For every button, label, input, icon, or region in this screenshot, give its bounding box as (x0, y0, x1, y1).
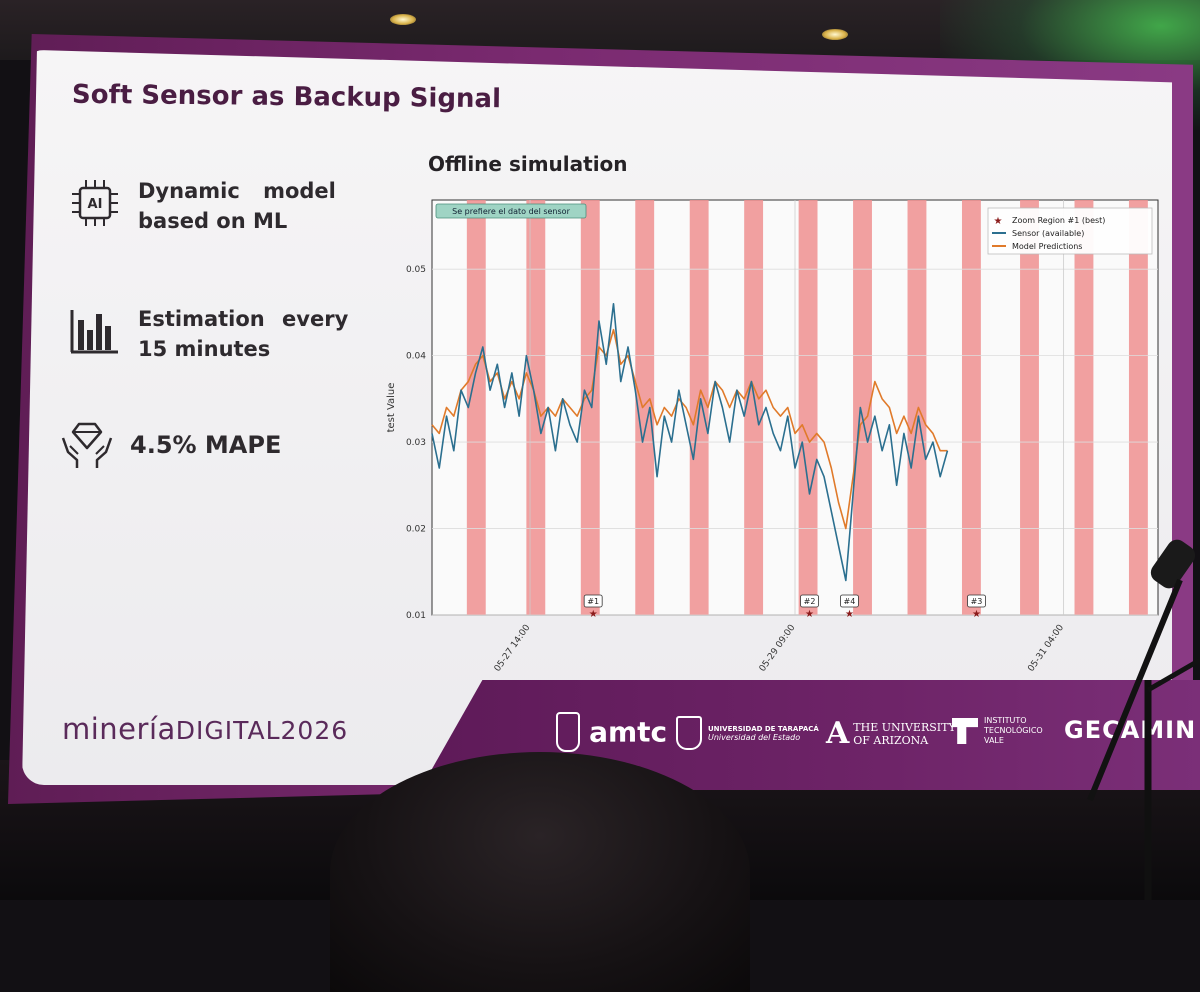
feature-line: 4.5% MAPE (130, 431, 282, 459)
feature-estimation: Estimation every 15 minutes (68, 304, 348, 364)
crest-icon (556, 712, 580, 752)
x-tick-label: 05-29 09:00 (758, 623, 798, 674)
diamond-hands-icon (61, 422, 113, 468)
highlight-band (1128, 200, 1148, 615)
ceiling-light (390, 14, 416, 25)
zoom-marker-label: #1 (587, 597, 599, 606)
star-icon: ★ (994, 216, 1003, 227)
feature-line: 15 minutes (138, 337, 271, 361)
legend-label: Model Predictions (1012, 242, 1082, 251)
slide-title: Soft Sensor as Backup Signal (71, 79, 502, 115)
zoom-marker-label: #3 (971, 597, 983, 606)
event-brand: mineríaDIGITAL2026 (62, 712, 348, 746)
highlight-band (466, 200, 486, 615)
shield-icon (676, 716, 702, 750)
star-icon: ★ (589, 609, 598, 620)
y-tick-label: 0.01 (406, 611, 426, 621)
legend-box (987, 207, 1153, 255)
star-icon: ★ (972, 609, 981, 620)
annotation-box (435, 203, 587, 219)
highlight-band (961, 200, 981, 615)
highlight-band (635, 200, 655, 615)
y-tick-label: 0.04 (406, 352, 426, 362)
feature-dynamic-model: AI Dynamic model based on ML (68, 176, 336, 236)
feature-text: Estimation every 15 minutes (138, 304, 348, 364)
logo-gecamin: GECAMIN (1064, 716, 1197, 744)
itv-line: INSTITUTO (984, 716, 1027, 725)
zoom-marker-box (583, 594, 603, 608)
tarapaca-line: Universidad del Estado (708, 732, 801, 742)
highlight-band (580, 200, 600, 615)
highlight-band (798, 200, 818, 615)
zoom-marker-label: #4 (844, 597, 856, 606)
zoom-marker-label: #2 (804, 597, 816, 606)
y-tick-label: 0.05 (406, 265, 426, 275)
microphone-stand (1087, 539, 1200, 900)
feature-line: based on ML (138, 209, 288, 233)
tarapaca-text: UNIVERSIDAD DE TARAPACÁ Universidad del … (708, 725, 819, 742)
chart-title: Offline simulation (428, 152, 628, 176)
feature-line: Dynamic model (138, 179, 336, 203)
amtc-wordmark: amtc (589, 715, 668, 749)
brand-part: minería (62, 712, 176, 746)
annotation-text: Se prefiere el dato del sensor (452, 207, 570, 216)
feature-mape: 4.5% MAPE (60, 416, 281, 470)
highlight-band (1020, 200, 1039, 615)
logo-amtc: amtc (556, 712, 667, 752)
ai-chip-label: AI (88, 197, 103, 212)
y-tick-label: 0.02 (406, 525, 426, 535)
audience-head (330, 752, 750, 992)
brand-part: DIGITAL2026 (175, 716, 349, 745)
series-line (431, 302, 949, 582)
logo-tarapaca: UNIVERSIDAD DE TARAPACÁ Universidad del … (676, 716, 819, 750)
arizona-text: THE UNIVERSITY OF ARIZONA (853, 721, 955, 747)
zoom-marker-box (840, 594, 859, 608)
bar-chart-icon (70, 310, 118, 354)
arizona-a-icon: A (826, 716, 850, 751)
highlight-band (1074, 200, 1094, 615)
ai-chip-icon: AI (72, 180, 118, 226)
legend-label: Zoom Region #1 (best) (1012, 216, 1105, 225)
y-tick-label: 0.03 (406, 438, 426, 448)
legend-label: Sensor (available) (1012, 229, 1084, 238)
chart: 0.01 0.02 0.03 0.04 0.05 test Value 05-27 14:0… (386, 199, 1159, 674)
feature-text: Dynamic model based on ML (138, 176, 336, 236)
arizona-line: OF ARIZONA (853, 733, 929, 747)
logo-arizona: A THE UNIVERSITY OF ARIZONA (826, 716, 956, 751)
zoom-marker-box (800, 594, 819, 608)
logo-itv: INSTITUTO TECNOLÓGICO VALE (952, 716, 1043, 746)
highlight-band (853, 200, 872, 615)
ceiling-light (822, 29, 848, 40)
star-icon: ★ (845, 609, 854, 620)
highlight-band (744, 200, 764, 615)
itv-mark-icon (952, 718, 978, 744)
x-tick-label: 05-27 14:00 (493, 623, 533, 674)
tarapaca-line: UNIVERSIDAD DE TARAPACÁ (708, 724, 819, 733)
itv-line: TECNOLÓGICO (984, 726, 1043, 735)
y-axis-label: test Value (386, 383, 397, 433)
zoom-marker-box (967, 594, 986, 608)
itv-text: INSTITUTO TECNOLÓGICO VALE (984, 716, 1043, 746)
itv-line: VALE (984, 736, 1004, 745)
highlight-band (907, 200, 927, 615)
series-line (431, 328, 948, 530)
star-icon: ★ (805, 609, 814, 620)
feature-line: Estimation every (138, 307, 349, 331)
arizona-line: THE UNIVERSITY (853, 720, 956, 734)
